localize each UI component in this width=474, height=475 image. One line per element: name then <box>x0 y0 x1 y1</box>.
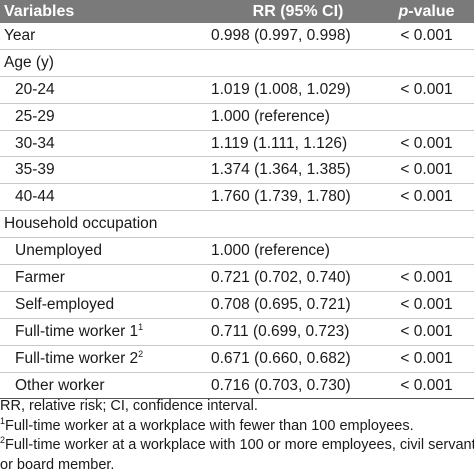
header-p-rest: -value <box>408 2 455 20</box>
row-label: 35-39 <box>0 156 207 185</box>
row-label: Full-time worker 22 <box>0 345 207 373</box>
row-p: < 0.001 <box>379 183 474 212</box>
row-p: < 0.001 <box>379 345 474 373</box>
footnote-1-text: Full-time worker at a workplace with few… <box>5 417 414 434</box>
row-label: 30-34 <box>0 130 207 158</box>
footnote-2-mark: 2 <box>0 435 6 446</box>
row-label-text: Full-time worker 2 <box>15 349 139 367</box>
table-row: Unemployed 1.000 (reference) <box>0 237 474 266</box>
row-rr: 1.000 (reference) <box>207 103 379 131</box>
row-p <box>379 103 474 131</box>
row-p: < 0.001 <box>379 372 474 400</box>
row-label: Year <box>0 23 207 50</box>
row-label: Household occupation <box>0 210 207 239</box>
row-p: < 0.001 <box>379 23 474 50</box>
row-p: < 0.001 <box>379 130 474 158</box>
row-rr: 1.019 (1.008, 1.029) <box>207 76 379 104</box>
header-p-italic: p <box>398 2 409 20</box>
row-label: Other worker <box>0 372 207 400</box>
footnote-2-text: Full-time worker at a workplace with 100… <box>5 437 474 454</box>
row-p: < 0.001 <box>379 76 474 104</box>
table-row: 20-24 1.019 (1.008, 1.029) < 0.001 <box>0 76 474 104</box>
table-row: 40-44 1.760 (1.739, 1.780) < 0.001 <box>0 183 474 212</box>
footnote-ref-2: 2 <box>138 348 144 359</box>
row-rr: 0.711 (0.699, 0.723) <box>207 318 379 346</box>
table-row: 25-29 1.000 (reference) <box>0 103 474 131</box>
table-row-section: Age (y) <box>0 49 474 77</box>
row-label: 25-29 <box>0 103 207 131</box>
footnote-2-continued: or board member. <box>0 456 115 473</box>
row-rr: 0.721 (0.702, 0.740) <box>207 264 379 292</box>
table-row: Other worker 0.716 (0.703, 0.730) < 0.00… <box>0 372 474 400</box>
row-label: Farmer <box>0 264 207 292</box>
header-variables: Variables <box>0 0 207 23</box>
row-rr: 1.760 (1.739, 1.780) <box>207 183 379 212</box>
row-p <box>379 210 474 239</box>
footnote-2: 2Full-time worker at a workplace with 10… <box>0 436 474 456</box>
row-p: < 0.001 <box>379 318 474 346</box>
footnote-ref-1: 1 <box>138 321 144 332</box>
table-row: 35-39 1.374 (1.364, 1.385) < 0.001 <box>0 156 474 185</box>
row-label-text: Full-time worker 1 <box>15 322 139 340</box>
row-rr: 0.708 (0.695, 0.721) <box>207 291 379 319</box>
table-row: Full-time worker 11 0.711 (0.699, 0.723)… <box>0 318 474 346</box>
row-label: Unemployed <box>0 237 207 266</box>
table-row: 30-34 1.119 (1.111, 1.126) < 0.001 <box>0 130 474 158</box>
row-p: < 0.001 <box>379 291 474 319</box>
row-rr: 1.374 (1.364, 1.385) <box>207 156 379 185</box>
row-rr: 0.998 (0.997, 0.998) <box>207 23 379 50</box>
row-rr: 1.000 (reference) <box>207 237 379 266</box>
row-rr: 0.716 (0.703, 0.730) <box>207 372 379 400</box>
row-p: < 0.001 <box>379 156 474 185</box>
table-row-section: Household occupation <box>0 210 474 239</box>
row-label: 40-44 <box>0 183 207 212</box>
row-rr: 1.119 (1.111, 1.126) <box>207 130 379 158</box>
footnote-1: 1Full-time worker at a workplace with fe… <box>0 415 474 437</box>
row-rr: 0.671 (0.660, 0.682) <box>207 345 379 373</box>
table-row: Full-time worker 22 0.671 (0.660, 0.682)… <box>0 345 474 373</box>
row-label: Self-employed <box>0 291 207 319</box>
table-footnotes: RR, relative risk; CI, confidence interv… <box>0 397 474 475</box>
row-p: < 0.001 <box>379 264 474 292</box>
row-label: Full-time worker 11 <box>0 318 207 346</box>
header-row: Variables RR (95% CI) p-value <box>0 0 474 23</box>
table-row: Farmer 0.721 (0.702, 0.740) < 0.001 <box>0 264 474 292</box>
row-p <box>379 237 474 266</box>
table-row: Year 0.998 (0.997, 0.998) < 0.001 <box>0 23 474 50</box>
header-rr: RR (95% CI) <box>207 0 379 23</box>
row-p <box>379 49 474 77</box>
table-row: Self-employed 0.708 (0.695, 0.721) < 0.0… <box>0 291 474 319</box>
header-p-value: p-value <box>379 0 474 23</box>
footnote-1-mark: 1 <box>0 415 6 426</box>
row-label: 20-24 <box>0 76 207 104</box>
row-rr <box>207 49 379 77</box>
footnote-abbreviations: RR, relative risk; CI, confidence interv… <box>0 398 258 414</box>
row-rr <box>207 210 379 239</box>
results-table: Variables RR (95% CI) p-value Year 0.998… <box>0 0 474 400</box>
row-label: Age (y) <box>0 49 207 77</box>
